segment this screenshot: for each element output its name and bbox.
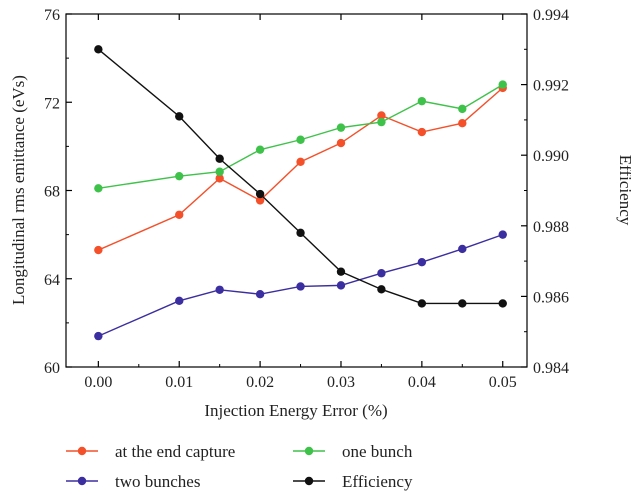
right-y-tick-label: 0.990 <box>533 148 569 165</box>
data-point <box>458 119 467 128</box>
legend-swatch-marker <box>304 476 314 486</box>
right-y-axis: 0.984 0.986 0.988 0.990 0.992 0.994 <box>521 7 569 377</box>
data-point <box>255 289 265 299</box>
left-y-axis: 60 64 68 72 76 <box>44 7 72 377</box>
data-point <box>94 331 103 341</box>
right-y-tick-label: 0.984 <box>533 360 569 377</box>
data-point <box>296 282 305 291</box>
data-point <box>296 135 305 144</box>
right-y-tick-label: 0.986 <box>533 289 569 306</box>
legend-swatch-marker <box>77 476 87 486</box>
right-y-tick-label: 0.994 <box>533 7 569 24</box>
data-point <box>255 145 265 154</box>
x-axis-label: Injection Energy Error (%) <box>204 401 387 420</box>
data-point <box>417 127 427 137</box>
data-point <box>417 258 427 267</box>
right-y-tick-label: 0.992 <box>533 78 569 95</box>
data-point <box>498 299 507 308</box>
data-point <box>498 80 507 89</box>
series-layer <box>94 45 507 341</box>
data-point <box>215 167 224 176</box>
x-tick-label: 0.03 <box>327 374 355 391</box>
data-point <box>336 267 346 276</box>
legend: at the end capture one bunch two bunches Ef… <box>66 442 413 491</box>
legend-label: at the end capture <box>115 442 235 461</box>
data-point <box>336 281 346 290</box>
data-point <box>255 196 265 205</box>
series-line <box>98 83 504 189</box>
plot-frame <box>65 13 528 368</box>
data-point <box>458 104 467 114</box>
data-point <box>175 210 184 219</box>
data-point <box>498 230 507 239</box>
series-line <box>98 87 504 251</box>
data-point <box>377 269 386 278</box>
legend-label: Efficiency <box>342 472 413 491</box>
data-point <box>458 244 467 254</box>
data-point <box>175 296 184 306</box>
x-tick-label: 0.04 <box>408 374 436 391</box>
left-y-tick-label: 76 <box>44 7 60 24</box>
data-point <box>215 154 224 163</box>
x-tick-label: 0.00 <box>84 374 112 391</box>
data-point <box>94 45 103 54</box>
data-point <box>255 189 265 199</box>
data-point <box>336 138 346 148</box>
x-tick-label: 0.05 <box>489 374 517 391</box>
x-tick-label: 0.02 <box>246 374 274 391</box>
right-y-axis-label: Efficiency <box>616 155 631 226</box>
data-point <box>215 174 224 183</box>
data-point <box>336 123 346 132</box>
data-point <box>377 285 386 294</box>
left-y-tick-label: 68 <box>44 184 60 201</box>
legend-label: two bunches <box>115 472 200 491</box>
data-point <box>296 157 305 167</box>
x-axis: 0.00 0.01 0.02 0.03 0.04 0.05 <box>84 14 517 391</box>
data-point <box>175 171 184 181</box>
x-tick-label: 0.01 <box>165 374 193 391</box>
data-point <box>175 112 184 121</box>
series-line <box>97 48 503 305</box>
data-point <box>377 117 386 127</box>
legend-label: one bunch <box>342 442 413 461</box>
left-y-tick-label: 72 <box>44 95 60 112</box>
left-y-axis-label: Longitudinal rms emittance (eVs) <box>9 75 28 305</box>
data-point <box>417 96 427 106</box>
legend-swatch-marker <box>304 446 314 456</box>
data-point <box>377 111 386 120</box>
data-point <box>94 245 103 255</box>
series-line <box>98 233 503 337</box>
left-y-tick-label: 60 <box>44 360 60 377</box>
data-point <box>458 299 467 308</box>
legend-swatch-marker <box>77 446 87 456</box>
left-y-tick-label: 64 <box>44 272 60 289</box>
right-y-tick-label: 0.988 <box>533 219 569 236</box>
data-point <box>215 285 224 294</box>
data-point <box>417 299 427 308</box>
data-point <box>296 228 305 238</box>
data-point <box>94 184 103 193</box>
